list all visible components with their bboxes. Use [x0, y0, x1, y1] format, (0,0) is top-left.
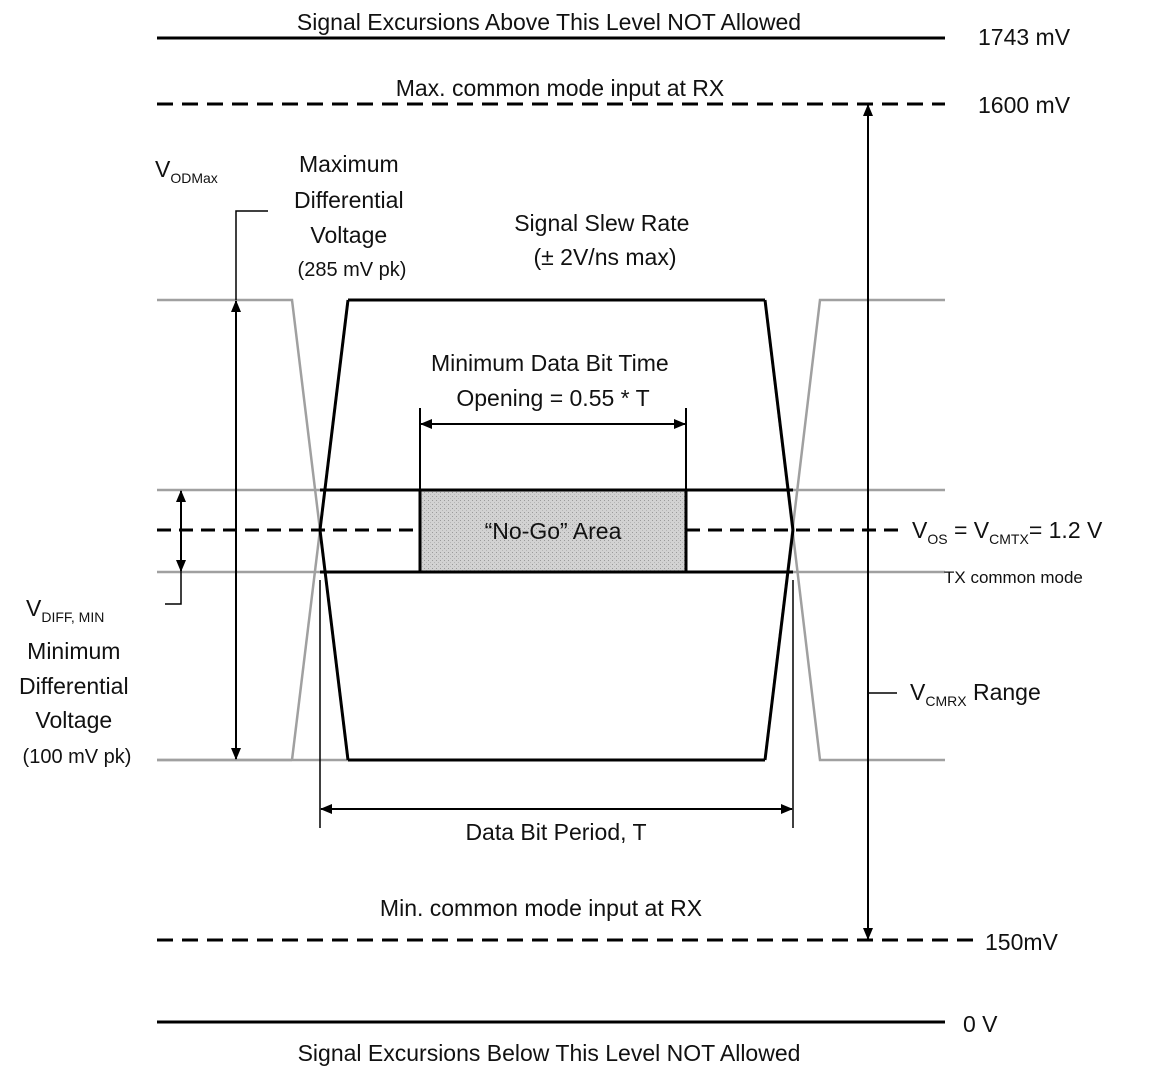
vod-max-bracket — [235, 210, 268, 300]
vod-max-desc: Maximum Differential Voltage (285 mV pk) — [294, 151, 410, 281]
upper-limit-text: Signal Excursions Above This Level NOT A… — [297, 9, 801, 35]
period-label: Data Bit Period, T — [465, 819, 646, 845]
slew-rate-label: Signal Slew Rate (± 2V/ns max) — [514, 210, 696, 270]
max-cm-value: 1600 mV — [978, 92, 1071, 118]
no-go-area — [418, 488, 688, 574]
lower-limit-text: Signal Excursions Below This Level NOT A… — [298, 1040, 801, 1066]
vcmrx-label: VCMRX Range — [910, 679, 1041, 709]
max-cm-text: Max. common mode input at RX — [396, 75, 725, 101]
min-bit-label: Minimum Data Bit Time Opening = 0.55 * T — [431, 350, 675, 411]
min-cm-value: 150mV — [985, 929, 1059, 955]
no-go-label: “No-Go” Area — [485, 518, 622, 544]
vos-label: VOS = VCMTX= 1.2 V — [912, 517, 1103, 547]
vdiff-min-bracket — [165, 571, 182, 605]
vdiff-min-desc: Minimum Differential Voltage (100 mV pk) — [19, 638, 135, 768]
upper-limit-value: 1743 mV — [978, 24, 1071, 50]
lower-limit-value: 0 V — [963, 1011, 998, 1037]
vdiff-min-symbol: VDIFF, MIN — [26, 595, 104, 625]
vod-max-symbol: VODMax — [155, 156, 218, 186]
tx-common-mode-caption: TX common mode — [944, 568, 1083, 587]
min-cm-text: Min. common mode input at RX — [380, 895, 702, 921]
